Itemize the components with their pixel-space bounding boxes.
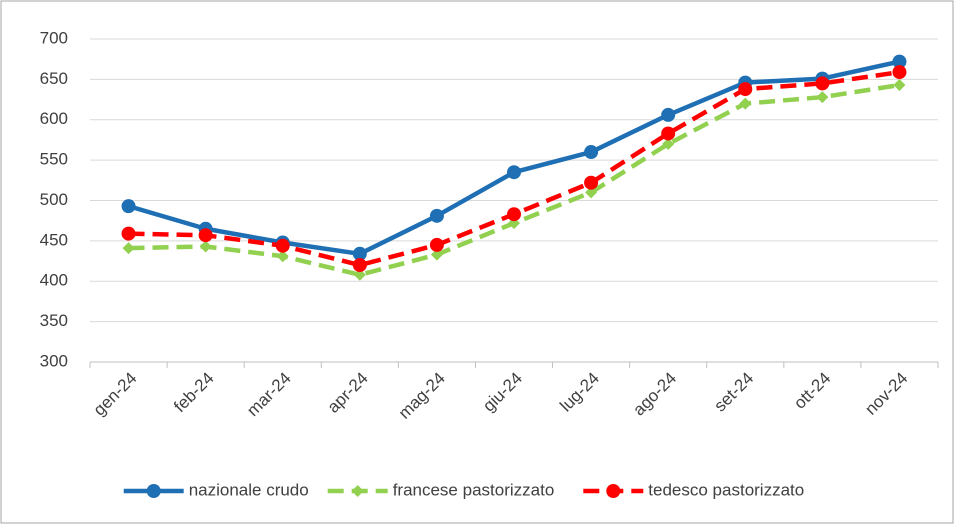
legend-marker	[351, 485, 364, 497]
legend-marker	[606, 484, 621, 498]
data-point	[352, 258, 367, 273]
y-tick-label: 550	[40, 150, 68, 169]
y-tick-label: 600	[40, 109, 68, 128]
data-point	[892, 65, 907, 80]
data-point	[122, 242, 135, 255]
data-point	[121, 226, 136, 241]
data-point	[429, 208, 444, 223]
y-tick-label: 650	[40, 69, 68, 88]
data-point	[739, 97, 752, 110]
y-tick-label: 500	[40, 190, 68, 209]
data-point	[430, 248, 443, 261]
data-point	[738, 82, 753, 97]
data-point	[507, 165, 521, 180]
data-point	[121, 199, 136, 214]
legend-label: tedesco pastorizzato	[648, 480, 804, 499]
data-point	[199, 240, 212, 253]
data-point	[198, 228, 213, 243]
legend: nazionale crudo francese pastorizzato tede…	[123, 480, 804, 499]
data-point	[507, 207, 521, 222]
y-tick-label: 300	[40, 351, 68, 370]
data-point	[276, 250, 289, 263]
y-tick-label: 350	[40, 311, 68, 330]
data-point	[352, 246, 367, 261]
data-point	[662, 137, 675, 150]
legend-label: francese pastorizzato	[393, 480, 555, 499]
legend-label: nazionale crudo	[189, 480, 309, 499]
data-point	[661, 107, 676, 122]
data-point	[429, 237, 444, 252]
data-point	[893, 79, 906, 92]
legend-marker	[146, 484, 161, 498]
data-point	[815, 76, 830, 91]
data-point	[892, 54, 907, 69]
data-point	[661, 126, 676, 141]
data-point	[816, 91, 829, 104]
y-tick-label: 450	[40, 230, 68, 249]
data-point	[585, 186, 598, 199]
data-point	[584, 175, 599, 190]
y-tick-label: 400	[40, 271, 68, 290]
data-point	[584, 145, 599, 160]
y-tick-label: 700	[40, 28, 68, 47]
data-point	[353, 268, 366, 281]
data-point	[275, 238, 290, 253]
